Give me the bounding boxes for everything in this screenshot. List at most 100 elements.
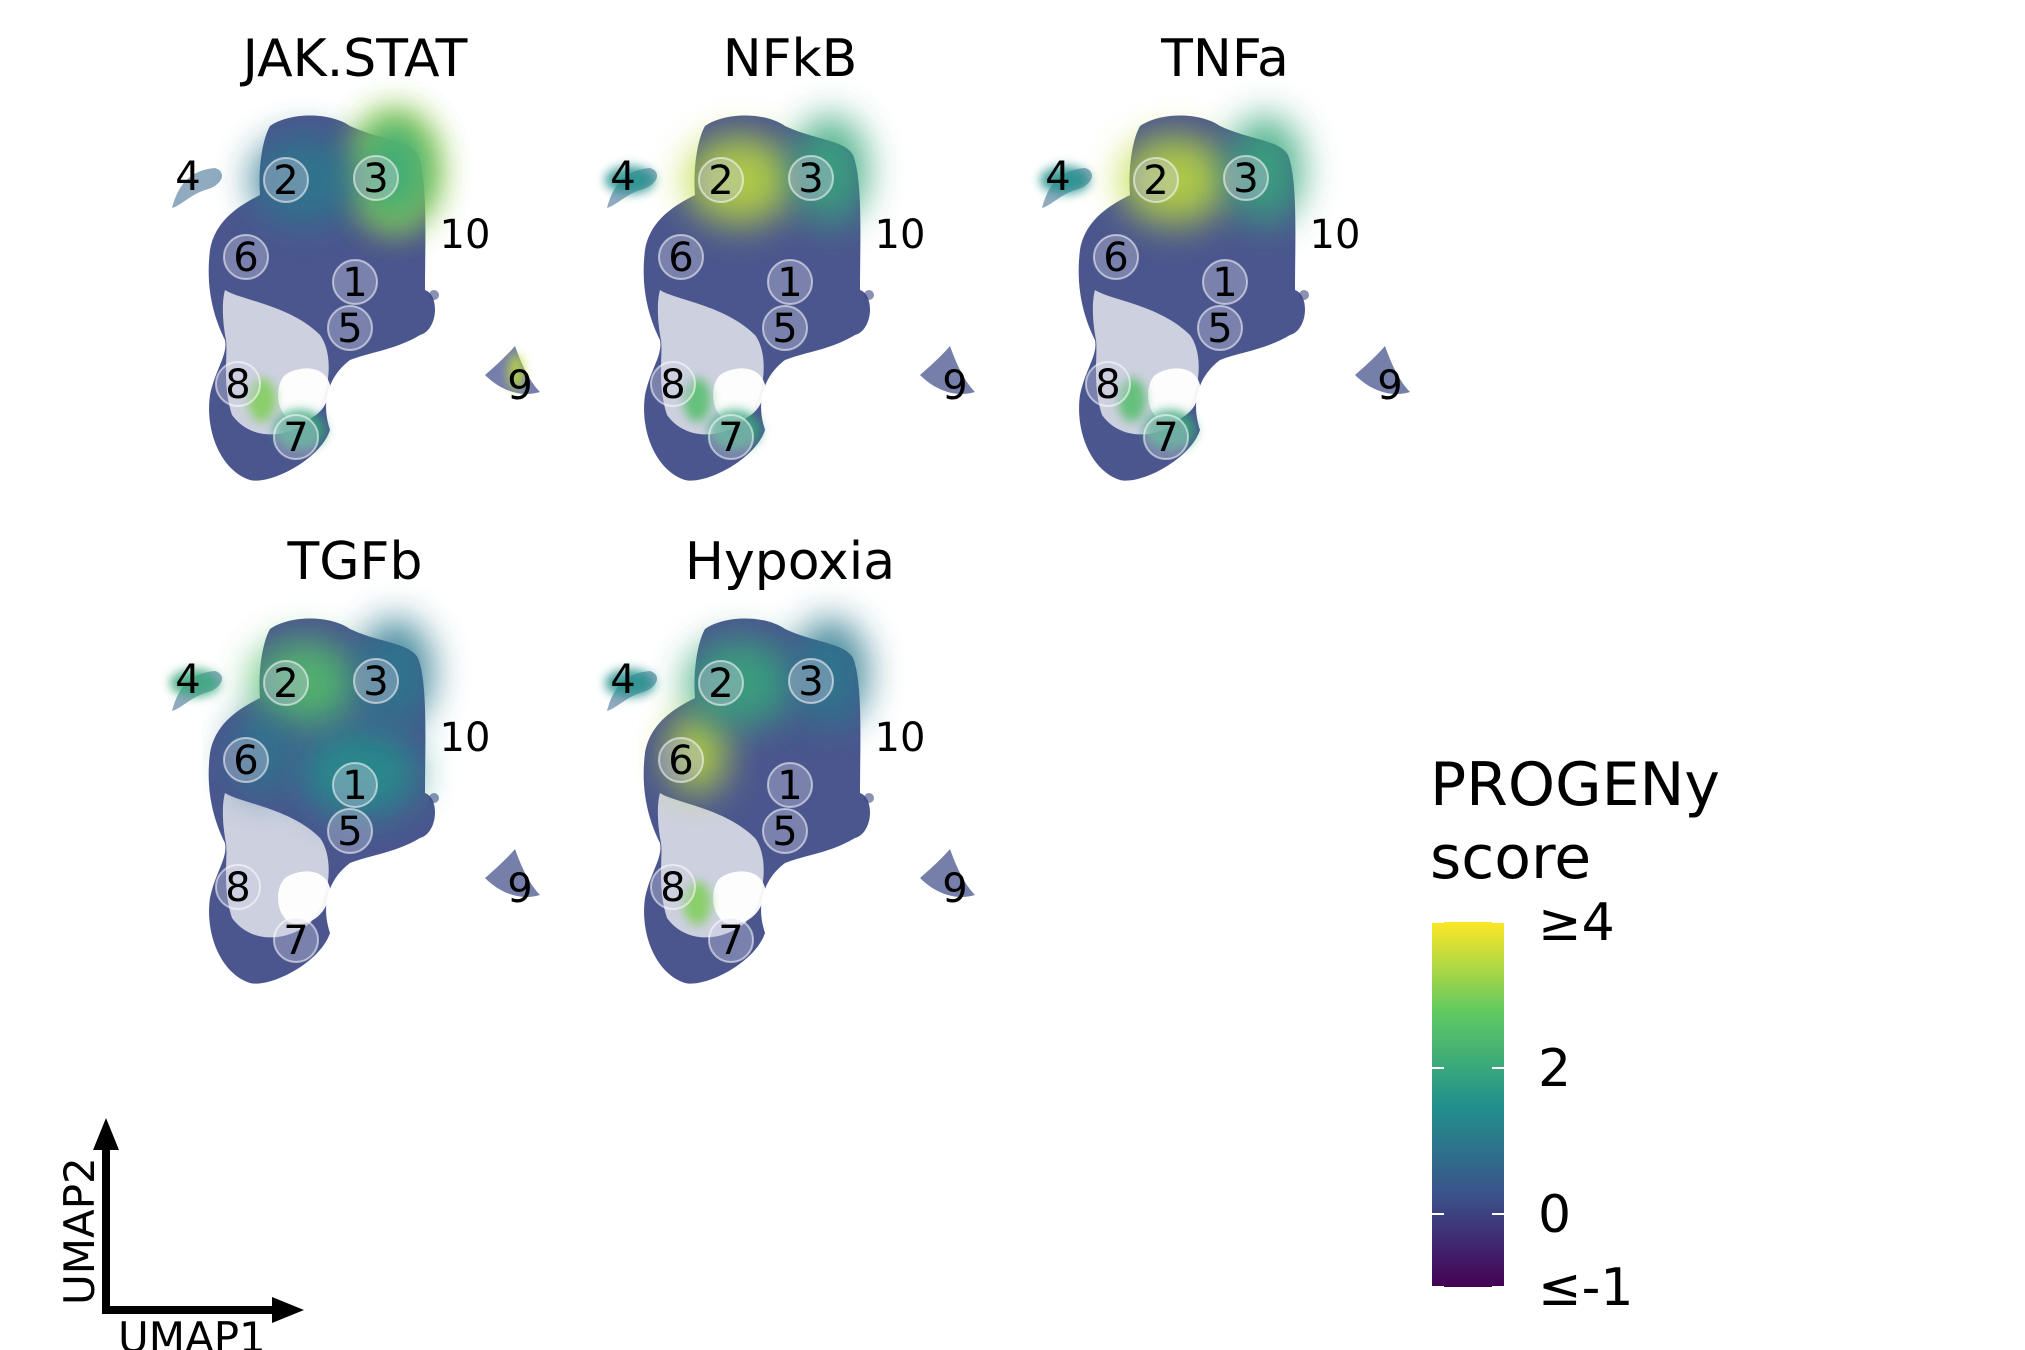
cluster-label-5: 5 [337, 809, 362, 855]
cluster-marker-5 [1197, 305, 1243, 351]
panel-tgfb: TGFb 1 2 3 4 5 6 78 9 10 [170, 532, 540, 984]
cluster-marker-8 [650, 864, 696, 910]
score-hotspots [605, 115, 868, 450]
panel-nfkb: NFkB 1 2 3 4 5 6 78 9 10 [605, 29, 975, 481]
umap-island-10 [864, 793, 874, 803]
hotspot-cluster-2 [685, 135, 795, 225]
cluster-marker-7 [273, 414, 319, 460]
panel-title: TNFa [1160, 29, 1289, 89]
panel-title: TGFb [287, 532, 423, 592]
cluster-label-9: 9 [942, 363, 967, 409]
cluster-label-9: 9 [1377, 363, 1402, 409]
cluster-label-3: 3 [1233, 156, 1258, 202]
hotspot-cluster-8 [248, 378, 276, 422]
hotspot-cluster-3 [1227, 115, 1303, 225]
cluster-marker-6 [223, 737, 269, 783]
colorbar-tick-label: ≥4 [1538, 893, 1615, 953]
cluster-label-5: 5 [772, 809, 797, 855]
cluster-marker-6 [658, 234, 704, 280]
cluster-label-7: 7 [718, 918, 743, 964]
hotspot-cluster-1 [300, 728, 420, 818]
umap-gap [278, 368, 330, 421]
umap-island-10 [429, 290, 439, 300]
cluster-label-2: 2 [273, 158, 298, 204]
hotspot-cluster-2 [250, 135, 360, 225]
cluster-label-2: 2 [273, 661, 298, 707]
cluster-marker-1 [767, 762, 813, 808]
cluster-label-7: 7 [718, 415, 743, 461]
cluster-marker-7 [1143, 414, 1189, 460]
cluster-label-6: 6 [233, 738, 258, 784]
cluster-marker-8 [1085, 361, 1131, 407]
cluster-label-1: 1 [777, 763, 802, 809]
cluster-marker-7 [708, 414, 754, 460]
umap-axes: UMAP1 UMAP2 [55, 1118, 304, 1350]
cluster-label-5: 5 [772, 306, 797, 352]
hotspot-cluster-3 [357, 115, 433, 225]
hotspot-cluster-8 [1118, 378, 1146, 422]
hotspot-cluster-8 [683, 378, 711, 422]
cluster-label-2: 2 [1143, 158, 1168, 204]
cluster-marker-2 [1133, 157, 1179, 203]
panel-title: JAK.STAT [240, 29, 468, 89]
cluster-label-4: 4 [610, 154, 635, 200]
hotspot-cluster-3 [792, 618, 868, 728]
hotspot-cluster-3 [792, 115, 868, 225]
cluster-label-7: 7 [1153, 415, 1178, 461]
hotspot-cluster-4 [605, 166, 655, 194]
hotspot-cluster-4 [170, 669, 220, 697]
panel-jak-stat: JAK.STAT 1 2 3 4 5 6 78 9 10 [172, 29, 540, 481]
hotspot-cluster-8 [683, 881, 711, 925]
cluster-marker-8 [215, 864, 261, 910]
cluster-label-5: 5 [337, 306, 362, 352]
cluster-marker-6 [223, 234, 269, 280]
cluster-label-10: 10 [440, 212, 491, 258]
cluster-label-6: 6 [668, 738, 693, 784]
umap-island-10 [864, 290, 874, 300]
cluster-label-10: 10 [875, 715, 926, 761]
cluster-label-4: 4 [1045, 154, 1070, 200]
umap-island-4 [172, 168, 223, 208]
cluster-marker-3 [788, 155, 834, 201]
hotspot-cluster-9 [508, 354, 524, 390]
cluster-marker-3 [1223, 155, 1269, 201]
cluster-label-1: 1 [777, 260, 802, 306]
colorbar-tick-label: ≤-1 [1538, 1258, 1633, 1318]
cluster-marker-1 [1202, 259, 1248, 305]
colorbar-title-line1: PROGENy [1430, 750, 1720, 820]
cluster-marker-8 [650, 361, 696, 407]
umap-island-9 [485, 849, 540, 898]
cluster-label-8: 8 [660, 865, 685, 911]
umap-island-9 [920, 346, 975, 395]
cluster-label-10: 10 [1310, 212, 1361, 258]
panel-hypoxia: Hypoxia 1 2 3 4 5 6 78 9 10 [605, 532, 975, 984]
hotspot-cluster-2 [250, 638, 360, 728]
cluster-label-8: 8 [225, 865, 250, 911]
cluster-marker-2 [698, 157, 744, 203]
cluster-marker-2 [698, 660, 744, 706]
cluster-marker-6 [658, 737, 704, 783]
umap-island-10 [1299, 290, 1309, 300]
cluster-label-6: 6 [1103, 235, 1128, 281]
cluster-label-1: 1 [342, 260, 367, 306]
hotspot-cluster-2 [1120, 135, 1230, 225]
cluster-label-4: 4 [610, 657, 635, 703]
cluster-label-2: 2 [708, 661, 733, 707]
cluster-marker-7 [273, 917, 319, 963]
cluster-label-6: 6 [668, 235, 693, 281]
panel-tnfa: TNFa 1 2 3 4 5 6 78 9 10 [1040, 29, 1410, 481]
colorbar-tick-label: 0 [1538, 1185, 1571, 1245]
cluster-marker-1 [332, 259, 378, 305]
umap1-arrowhead [272, 1297, 304, 1323]
cluster-label-5: 5 [1207, 306, 1232, 352]
hotspot-cluster-7 [1144, 410, 1196, 450]
cluster-label-7: 7 [283, 415, 308, 461]
cluster-marker-2 [263, 660, 309, 706]
colorbar-legend: PROGENy score ≥4 2 0 ≤-1 [1430, 750, 1720, 1318]
cluster-marker-5 [327, 808, 373, 854]
umap-island-9 [920, 849, 975, 898]
cluster-marker-1 [332, 762, 378, 808]
cluster-marker-8 [215, 361, 261, 407]
cluster-label-3: 3 [363, 659, 388, 705]
cluster-marker-5 [762, 305, 808, 351]
